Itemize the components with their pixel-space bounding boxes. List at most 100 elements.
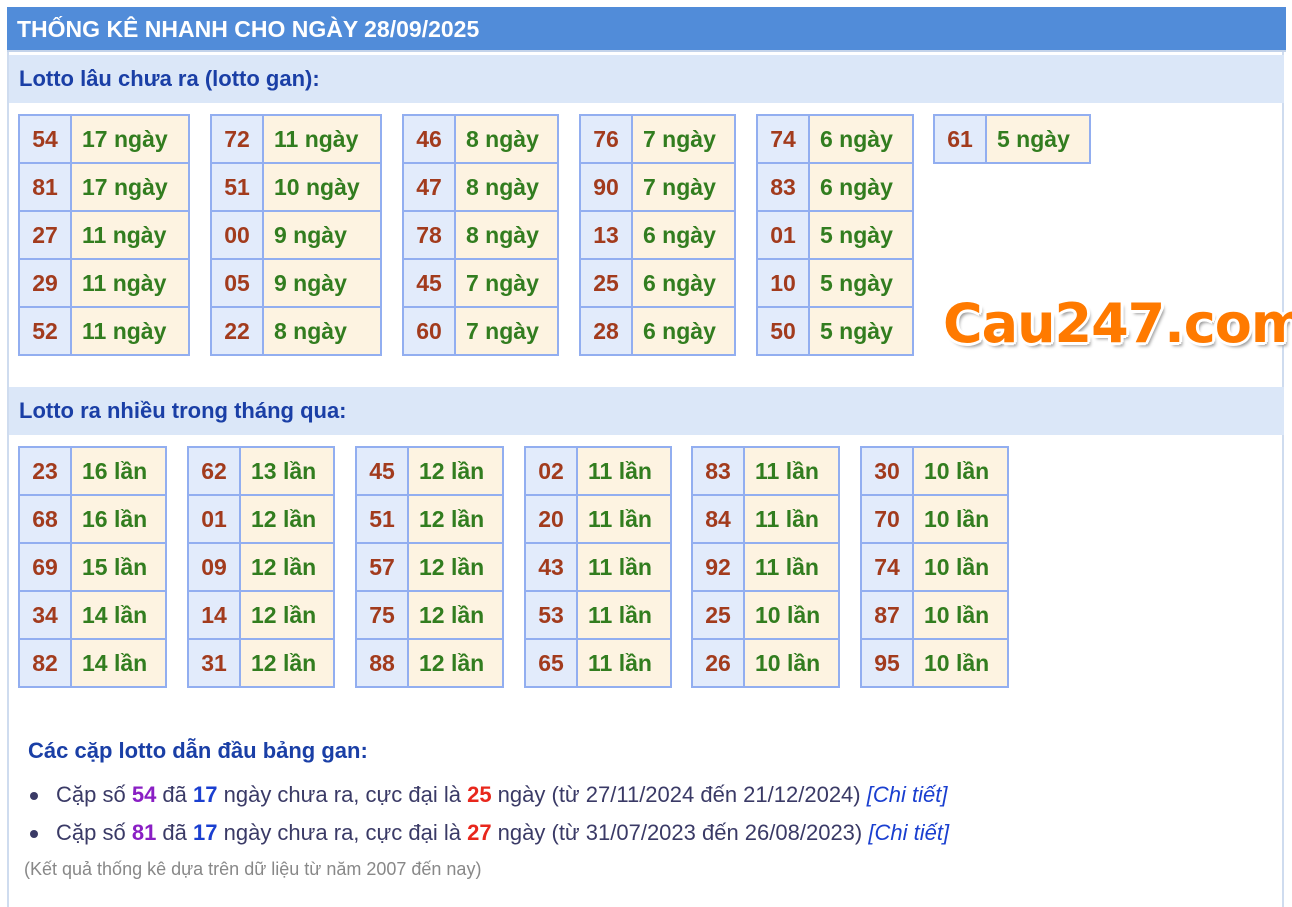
table-row: 83 11 lần	[691, 446, 840, 496]
lotto-count: 10 ngày	[262, 162, 382, 212]
frequent-table: 23 16 lần 68 16 lần 69 15 lần 34 14 lần 82 14 lần	[18, 446, 167, 688]
lotto-number: 01	[756, 210, 810, 260]
table-row: 28 6 ngày	[579, 306, 736, 356]
lotto-count: 8 ngày	[454, 114, 559, 164]
table-row: 69 15 lần	[18, 542, 167, 592]
lotto-number: 30	[860, 446, 914, 496]
table-row: 02 11 lần	[524, 446, 672, 496]
table-row: 74 6 ngày	[756, 114, 914, 164]
lotto-number: 01	[187, 494, 241, 544]
table-row: 43 11 lần	[524, 542, 672, 592]
lotto-number: 95	[860, 638, 914, 688]
lotto-count: 5 ngày	[808, 210, 914, 260]
table-row: 01 5 ngày	[756, 210, 914, 260]
lotto-number: 43	[524, 542, 578, 592]
text: đã	[156, 782, 194, 807]
lotto-count: 11 lần	[743, 542, 840, 592]
lotto-count: 12 lần	[239, 494, 335, 544]
lotto-number: 70	[860, 494, 914, 544]
lotto-number: 45	[402, 258, 456, 308]
table-row: 53 11 lần	[524, 590, 672, 640]
lotto-count: 7 ngày	[454, 306, 559, 356]
lotto-number: 20	[524, 494, 578, 544]
lotto-count: 11 ngày	[262, 114, 382, 164]
table-row: 70 10 lần	[860, 494, 1009, 544]
lotto-number: 65	[524, 638, 578, 688]
table-row: 26 10 lần	[691, 638, 840, 688]
table-row: 10 5 ngày	[756, 258, 914, 308]
lotto-count: 11 lần	[576, 542, 672, 592]
content-frame	[7, 7, 1284, 907]
detail-link[interactable]: [Chi tiết]	[868, 820, 950, 845]
frequent-table: 02 11 lần 20 11 lần 43 11 lần 53 11 lần 65 11 lần	[524, 446, 672, 688]
lotto-number: 14	[187, 590, 241, 640]
lotto-number: 05	[210, 258, 264, 308]
lotto-number: 72	[210, 114, 264, 164]
lotto-number: 29	[18, 258, 72, 308]
table-row: 13 6 ngày	[579, 210, 736, 260]
site-logo: Cau247.com	[943, 292, 1292, 355]
text: đã	[156, 820, 194, 845]
lotto-number: 83	[691, 446, 745, 496]
lotto-number: 27	[18, 210, 72, 260]
table-row: 01 12 lần	[187, 494, 335, 544]
lotto-count: 11 lần	[743, 494, 840, 544]
lotto-count: 17 ngày	[70, 162, 190, 212]
lotto-number: 81	[18, 162, 72, 212]
frequent-section-heading: Lotto ra nhiều trong tháng qua:	[9, 387, 1284, 435]
lotto-count: 6 ngày	[808, 114, 914, 164]
gan-section-heading: Lotto lâu chưa ra (lotto gan):	[9, 55, 1284, 103]
frequent-table: 30 10 lần 70 10 lần 74 10 lần 87 10 lần 95 10 lần	[860, 446, 1009, 688]
lotto-number: 10	[756, 258, 810, 308]
table-row: 75 12 lần	[355, 590, 504, 640]
lotto-count: 9 ngày	[262, 210, 382, 260]
lotto-number: 76	[579, 114, 633, 164]
table-row: 30 10 lần	[860, 446, 1009, 496]
lotto-count: 10 lần	[912, 542, 1009, 592]
footnote: (Kết quả thống kê dựa trên dữ liệu từ nă…	[24, 859, 482, 879]
table-row: 52 11 ngày	[18, 306, 190, 356]
table-row: 20 11 lần	[524, 494, 672, 544]
lotto-number: 23	[18, 446, 72, 496]
text: Cặp số	[56, 782, 132, 807]
lotto-number: 92	[691, 542, 745, 592]
table-row: 51 10 ngày	[210, 162, 382, 212]
table-row: 76 7 ngày	[579, 114, 736, 164]
table-row: 92 11 lần	[691, 542, 840, 592]
lotto-count: 16 lần	[70, 446, 167, 496]
detail-link[interactable]: [Chi tiết]	[866, 782, 948, 807]
frequent-table: 45 12 lần 51 12 lần 57 12 lần 75 12 lần 88 12 lần	[355, 446, 504, 688]
gan-table: 61 5 ngày	[933, 114, 1091, 164]
lotto-number: 74	[860, 542, 914, 592]
lotto-number: 26	[691, 638, 745, 688]
lotto-number: 83	[756, 162, 810, 212]
lotto-number: 25	[691, 590, 745, 640]
lotto-number: 87	[860, 590, 914, 640]
current-days: 17	[193, 820, 218, 845]
lotto-number: 02	[524, 446, 578, 496]
gan-table: 76 7 ngày 90 7 ngày 13 6 ngày 25 6 ngày 28 6 ngày	[579, 114, 736, 356]
lotto-number: 22	[210, 306, 264, 356]
table-row: 31 12 lần	[187, 638, 335, 688]
lotto-number: 75	[355, 590, 409, 640]
lotto-count: 7 ngày	[454, 258, 559, 308]
bullet-icon	[30, 792, 38, 801]
lotto-count: 5 ngày	[808, 306, 914, 356]
lotto-count: 11 ngày	[70, 258, 190, 308]
lotto-number: 68	[18, 494, 72, 544]
lotto-count: 10 lần	[912, 638, 1009, 688]
table-row: 62 13 lần	[187, 446, 335, 496]
table-row: 14 12 lần	[187, 590, 335, 640]
table-row: 74 10 lần	[860, 542, 1009, 592]
leader-item: Cặp số 81 đã 17 ngày chưa ra, cực đại là…	[30, 814, 949, 852]
table-row: 83 6 ngày	[756, 162, 914, 212]
lotto-number: 00	[210, 210, 264, 260]
table-row: 65 11 lần	[524, 638, 672, 688]
table-row: 05 9 ngày	[210, 258, 382, 308]
lotto-number: 51	[355, 494, 409, 544]
lotto-count: 10 lần	[912, 590, 1009, 640]
table-row: 81 17 ngày	[18, 162, 190, 212]
lotto-count: 11 lần	[576, 446, 672, 496]
table-row: 60 7 ngày	[402, 306, 559, 356]
gan-table: 54 17 ngày 81 17 ngày 27 11 ngày 29 11 ngày 52 11…	[18, 114, 190, 356]
